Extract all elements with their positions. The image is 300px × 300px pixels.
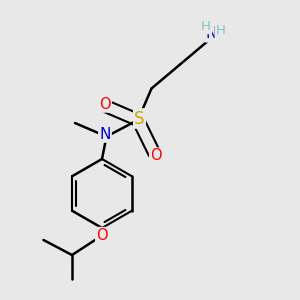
Text: O: O xyxy=(96,228,108,243)
Text: O: O xyxy=(150,148,162,164)
Text: S: S xyxy=(134,110,145,128)
Text: N: N xyxy=(99,127,111,142)
Text: N: N xyxy=(206,26,217,41)
Text: H: H xyxy=(216,24,225,37)
Text: H: H xyxy=(201,20,211,33)
Text: O: O xyxy=(99,97,111,112)
